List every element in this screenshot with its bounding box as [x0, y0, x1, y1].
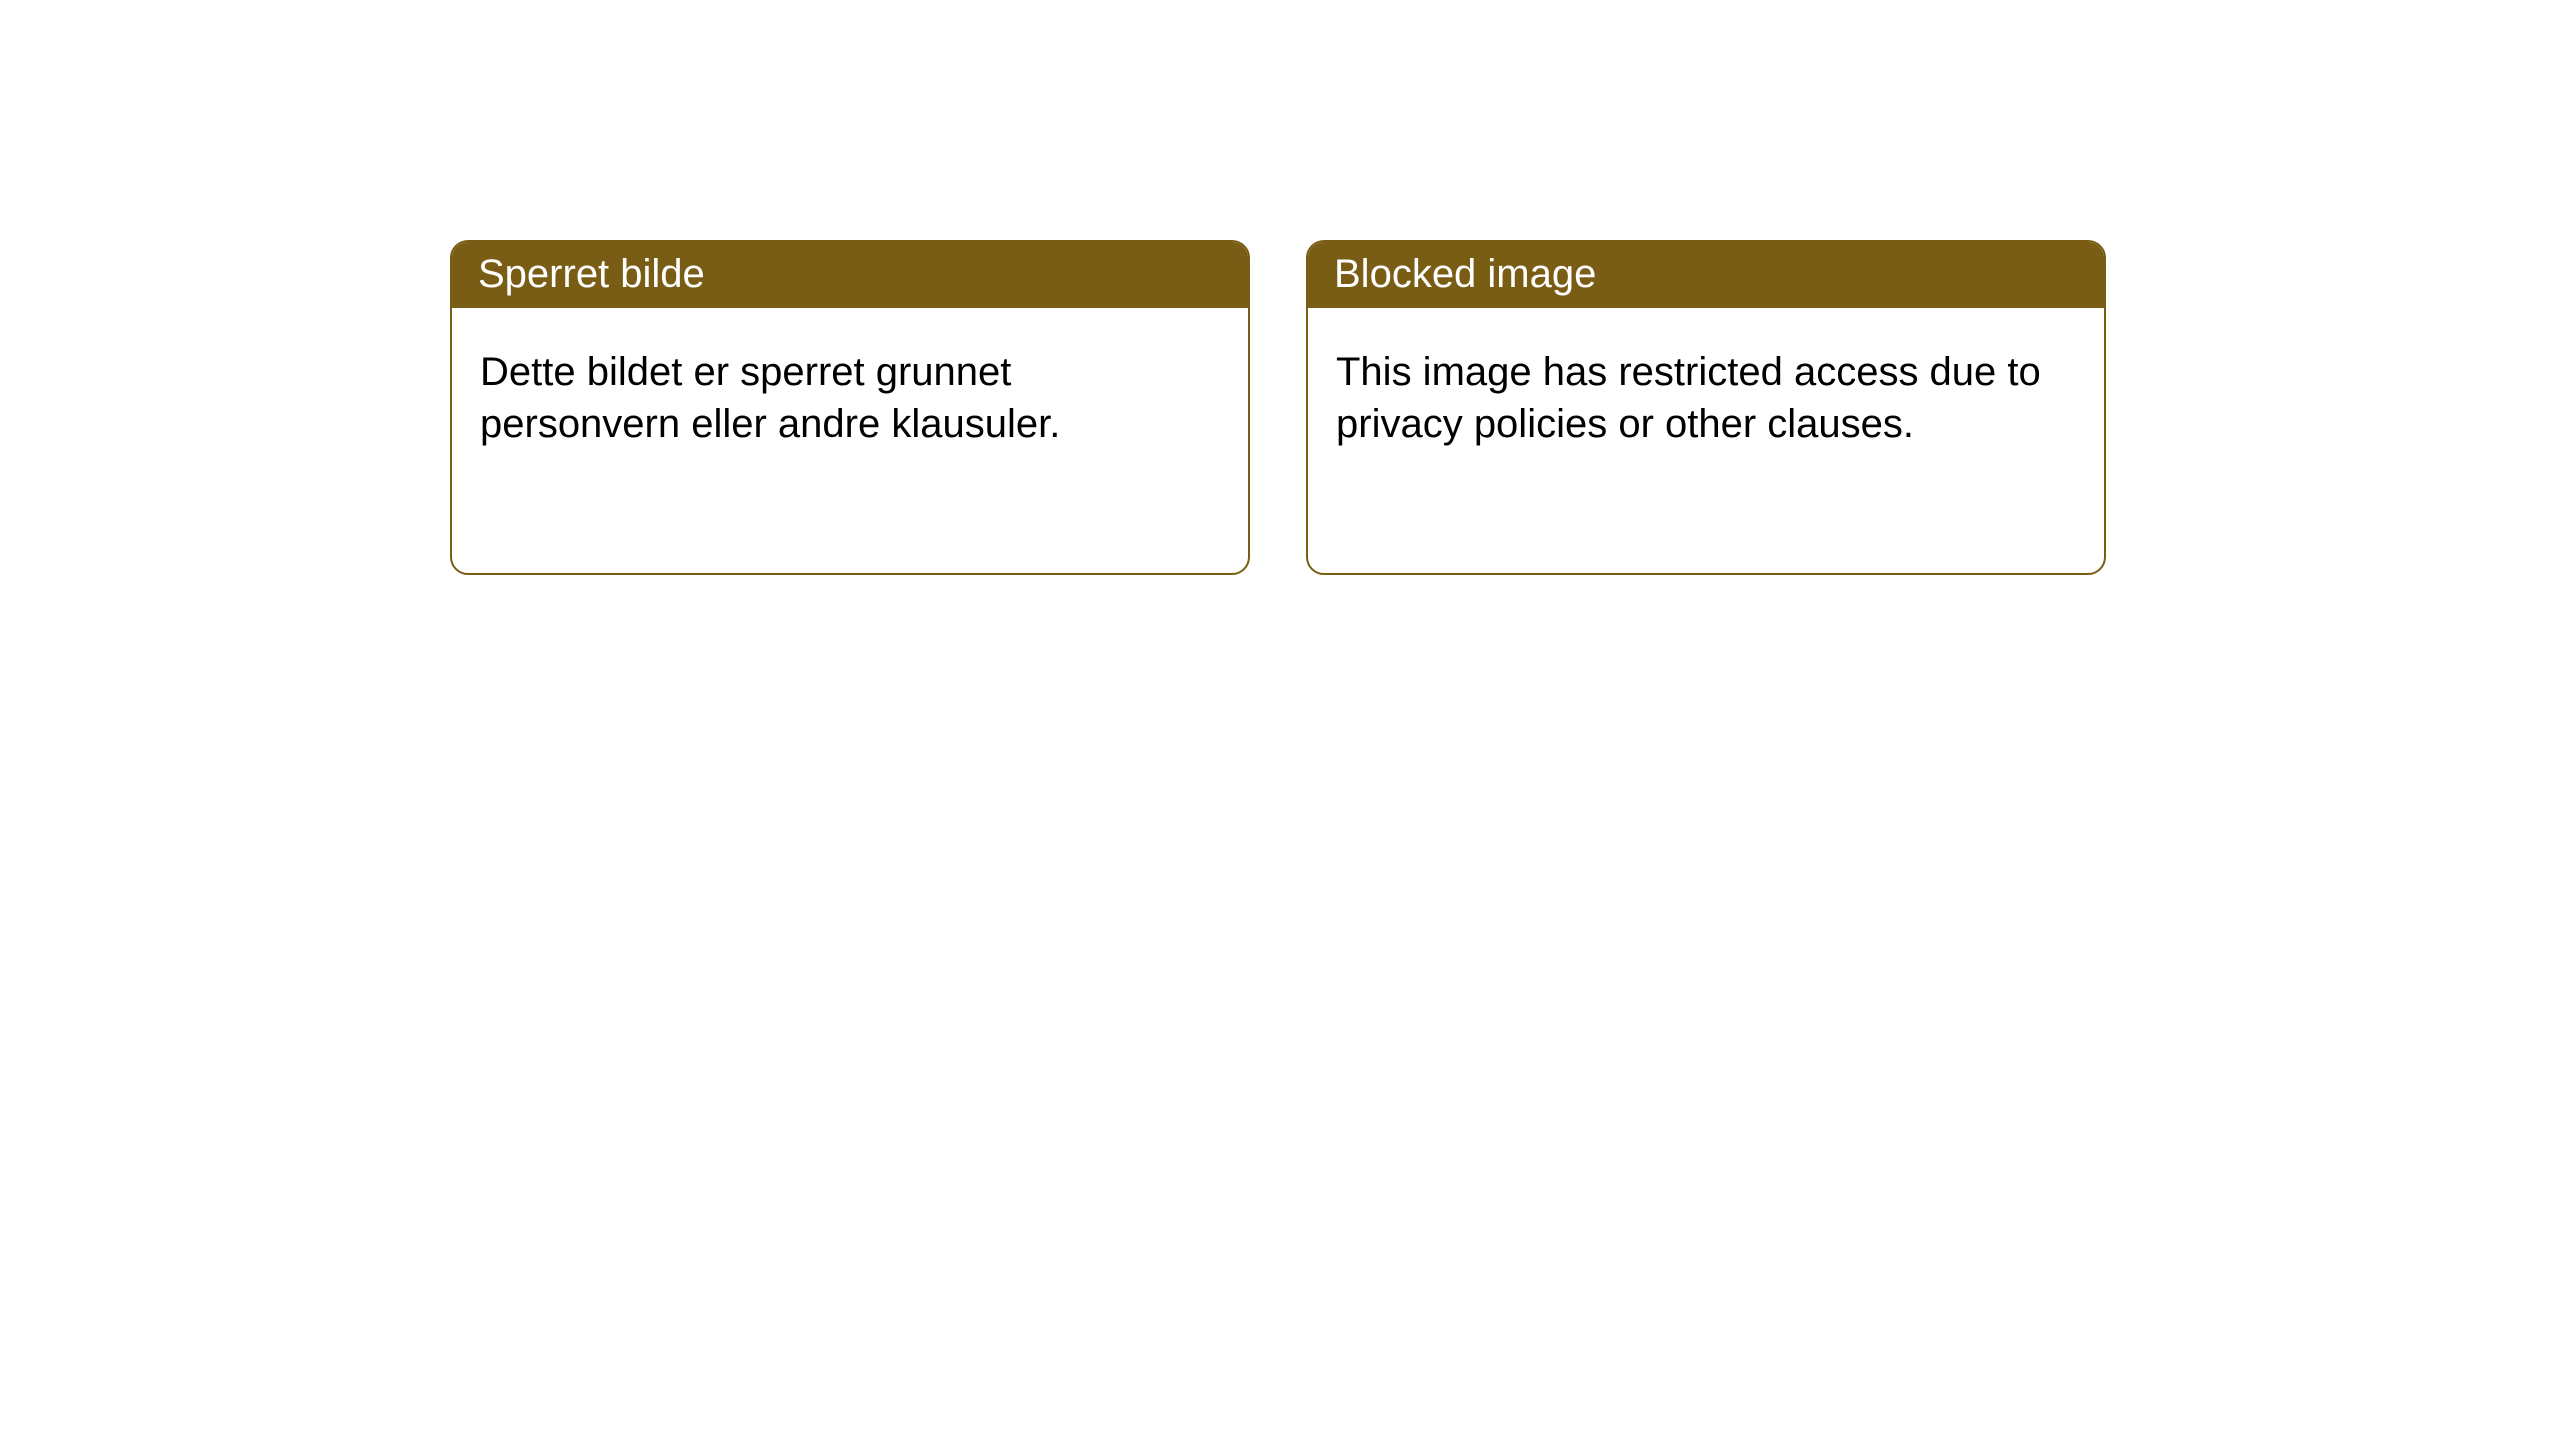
notice-title: Blocked image [1308, 242, 2104, 308]
notice-card-english: Blocked image This image has restricted … [1306, 240, 2106, 575]
notice-body: Dette bildet er sperret grunnet personve… [452, 308, 1248, 488]
notice-body: This image has restricted access due to … [1308, 308, 2104, 488]
notice-title: Sperret bilde [452, 242, 1248, 308]
notice-card-norwegian: Sperret bilde Dette bildet er sperret gr… [450, 240, 1250, 575]
notices-container: Sperret bilde Dette bildet er sperret gr… [0, 0, 2560, 575]
